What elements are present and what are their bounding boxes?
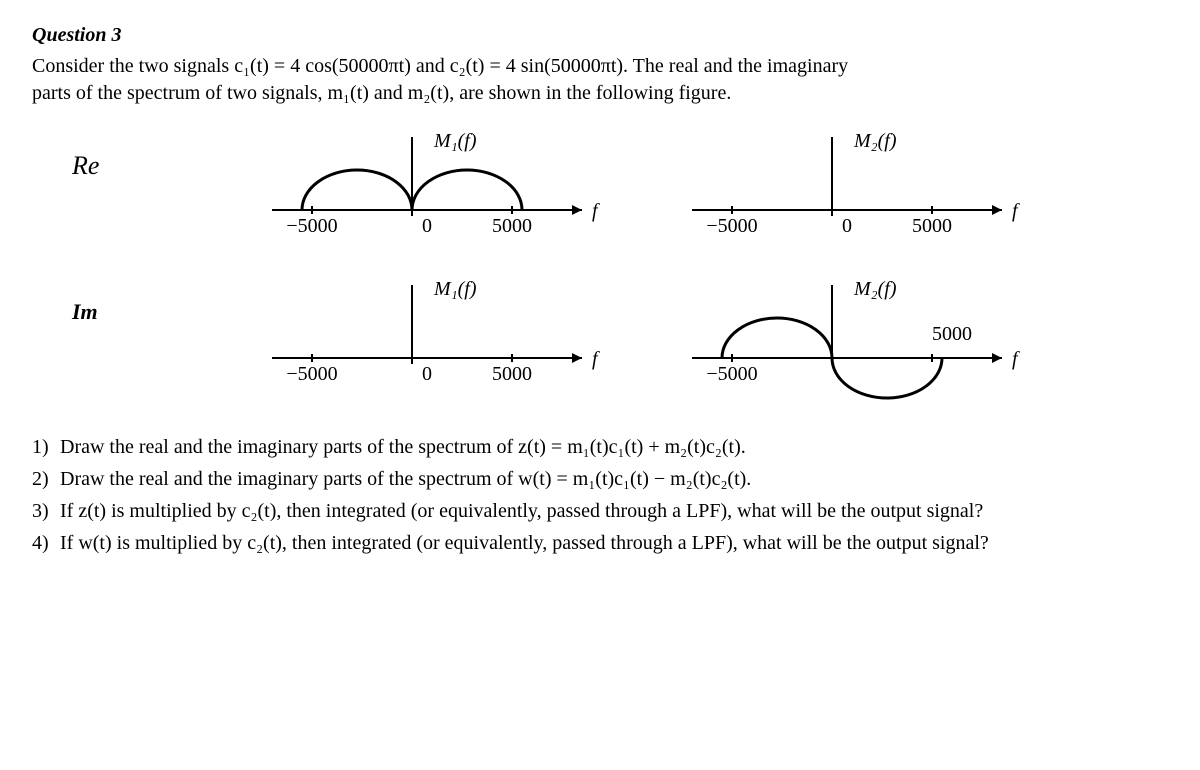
plot-m1-re: M₁(f) −5000 0 5000 f <box>212 125 632 255</box>
svg-text:−5000: −5000 <box>706 215 757 237</box>
svg-text:0: 0 <box>422 215 432 237</box>
svg-text:M₁(f): M₁(f) <box>433 278 477 300</box>
plot-m2-im: M₂(f) −5000 5000 f <box>632 273 1052 403</box>
svg-text:M₂(f): M₂(f) <box>853 278 897 300</box>
q-text: Draw the real and the imaginary parts of… <box>60 433 1168 461</box>
q-number: 3) <box>32 497 60 525</box>
figure-row-re: Re M₁(f) −5000 0 5000 f M₂(f) −5000 0 5000 f <box>32 125 1168 255</box>
svg-text:−5000: −5000 <box>286 363 337 385</box>
list-item: 1) Draw the real and the imaginary parts… <box>32 433 1168 461</box>
intro-line-1: Consider the two signals c₁(t) = 4 cos(5… <box>32 55 848 77</box>
svg-text:f: f <box>1012 200 1020 222</box>
svg-text:5000: 5000 <box>912 215 952 237</box>
q-text: If z(t) is multiplied by c₂(t), then int… <box>60 497 1168 525</box>
svg-text:0: 0 <box>422 363 432 385</box>
plot-m1-im: M₁(f) −5000 0 5000 f <box>212 273 632 403</box>
row-label-im: Im <box>32 273 212 325</box>
svg-text:M₁(f): M₁(f) <box>433 130 477 152</box>
intro-paragraph: Consider the two signals c₁(t) = 4 cos(5… <box>32 53 1168 107</box>
q-number: 1) <box>32 433 60 461</box>
figure-row-im: Im M₁(f) −5000 0 5000 f M₂(f) −5000 5000 f <box>32 273 1168 403</box>
q-text: Draw the real and the imaginary parts of… <box>60 465 1168 493</box>
q-text: If w(t) is multiplied by c₂(t), then int… <box>60 529 1168 557</box>
svg-text:5000: 5000 <box>492 215 532 237</box>
svg-text:M₂(f): M₂(f) <box>853 130 897 152</box>
q-number: 2) <box>32 465 60 493</box>
row-label-re: Re <box>32 125 212 181</box>
question-title: Question 3 <box>32 24 1168 47</box>
svg-text:−5000: −5000 <box>286 215 337 237</box>
intro-line-2: parts of the spectrum of two signals, m₁… <box>32 82 731 104</box>
svg-text:−5000: −5000 <box>706 363 757 385</box>
svg-text:f: f <box>1012 348 1020 370</box>
list-item: 3) If z(t) is multiplied by c₂(t), then … <box>32 497 1168 525</box>
list-item: 4) If w(t) is multiplied by c₂(t), then … <box>32 529 1168 557</box>
figure-area: Re M₁(f) −5000 0 5000 f M₂(f) −5000 0 5000 f Im … <box>32 125 1168 403</box>
list-item: 2) Draw the real and the imaginary parts… <box>32 465 1168 493</box>
svg-text:5000: 5000 <box>932 323 972 345</box>
question-list: 1) Draw the real and the imaginary parts… <box>32 433 1168 557</box>
q-number: 4) <box>32 529 60 557</box>
svg-text:f: f <box>592 200 600 222</box>
svg-text:f: f <box>592 348 600 370</box>
svg-text:5000: 5000 <box>492 363 532 385</box>
plot-m2-re: M₂(f) −5000 0 5000 f <box>632 125 1052 255</box>
svg-text:0: 0 <box>842 215 852 237</box>
